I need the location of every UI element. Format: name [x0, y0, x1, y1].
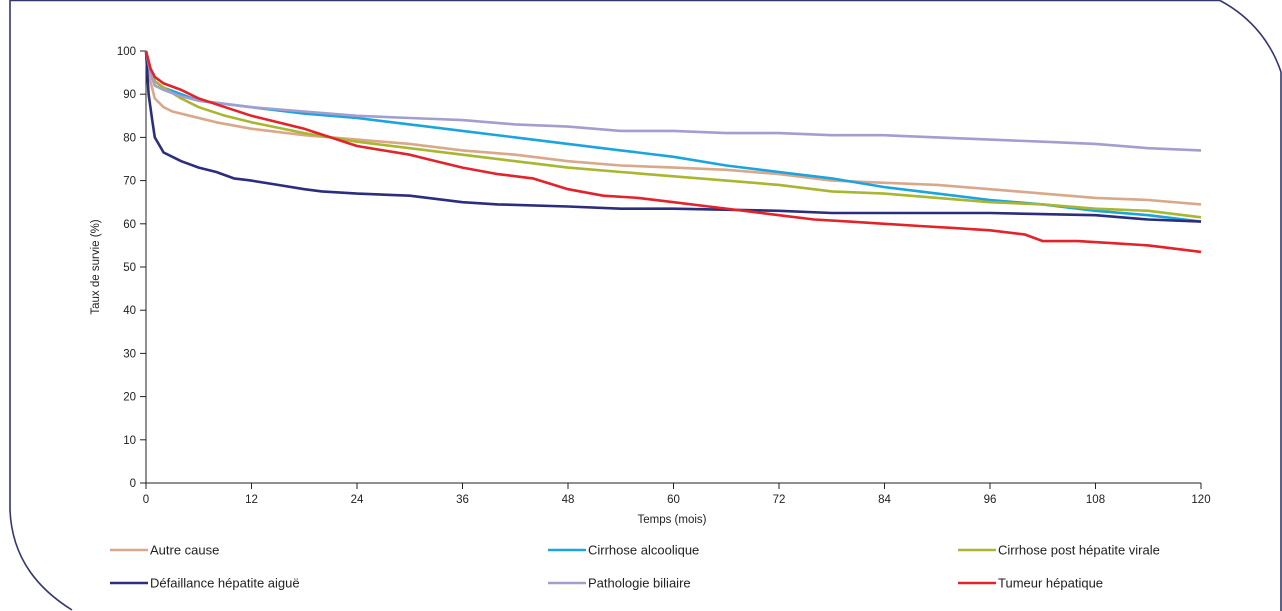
legend-label-cirrhose-alcoolique: Cirrhose alcoolique	[588, 543, 699, 558]
y-tick-label: 60	[123, 219, 136, 231]
x-axis: 0 12 24 36 48 60 72 84 96 108 120	[143, 482, 1211, 506]
series-line-cirrhose-post-hepatite-virale	[144, 50, 1202, 219]
y-tick-label: 0	[130, 478, 136, 490]
x-tick-label: 24	[351, 494, 364, 506]
y-tick-label: 50	[123, 262, 136, 274]
x-tick-label: 72	[773, 494, 786, 506]
y-tick-label: 40	[123, 305, 136, 317]
x-tick-label: 60	[667, 494, 680, 506]
legend-label-tumeur-hepatique: Tumeur hépatique	[998, 576, 1103, 591]
x-tick-label: 120	[1191, 494, 1210, 506]
series-line-cirrhose-alcoolique	[144, 50, 1202, 223]
chart-frame-left	[9, 0, 73, 611]
x-tick-label: 36	[456, 494, 469, 506]
y-axis-label: Taux de survie (%)	[90, 219, 102, 314]
x-tick-label: 0	[143, 494, 149, 506]
y-tick-label: 100	[117, 46, 136, 58]
series-line-defaillance-hepatite-aigue	[144, 50, 1202, 223]
series-layer	[144, 50, 1202, 254]
x-tick-label: 48	[562, 494, 575, 506]
y-tick-label: 70	[123, 176, 136, 188]
x-tick-label: 84	[878, 494, 891, 506]
x-tick-label: 96	[984, 494, 997, 506]
y-tick-label: 20	[123, 392, 136, 404]
y-tick-label: 80	[123, 132, 136, 144]
series-line-pathologie-biliaire	[144, 50, 1202, 152]
y-tick-label: 90	[123, 89, 136, 101]
chart-frame	[10, 0, 1282, 611]
series-line-autre-cause	[144, 50, 1202, 206]
legend-label-pathologie-biliaire: Pathologie biliaire	[588, 576, 691, 591]
y-tick-label: 10	[123, 435, 136, 447]
legend-label-autre-cause: Autre cause	[150, 543, 219, 558]
x-tick-label: 108	[1086, 494, 1105, 506]
legend: Autre cause Cirrhose alcoolique Cirrhose p…	[110, 543, 1160, 591]
legend-label-cirrhose-post-hepatite-virale: Cirrhose post hépatite virale	[998, 543, 1160, 558]
y-tick-label: 30	[123, 348, 136, 360]
x-axis-label: Temps (mois)	[637, 514, 706, 526]
series-line-tumeur-hepatique	[144, 50, 1202, 254]
x-tick-label: 12	[245, 494, 258, 506]
legend-label-defaillance-hepatite-aigue: Défaillance hépatite aiguë	[150, 576, 300, 591]
y-axis: 0 10 20 30 40 50 60 70 80 90 100	[117, 46, 147, 490]
